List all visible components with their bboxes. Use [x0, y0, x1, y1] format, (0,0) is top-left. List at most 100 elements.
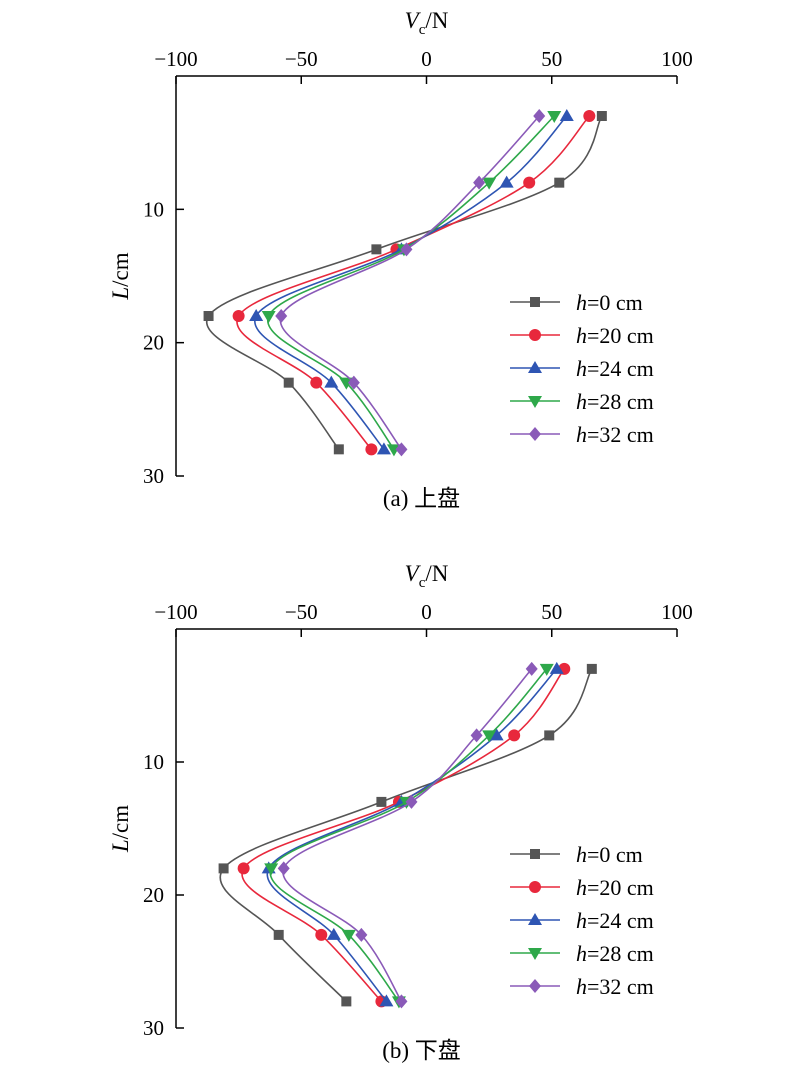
series-line: [282, 668, 533, 1002]
y-tick-label: 30: [143, 464, 164, 488]
y-axis-label: L/cm: [108, 252, 133, 300]
data-point: [341, 996, 352, 1007]
data-point: [379, 994, 394, 1007]
series-32cm: [277, 661, 538, 1009]
data-point: [547, 111, 562, 123]
data-point: [489, 728, 504, 741]
series-32cm: [275, 109, 546, 457]
data-point: [482, 177, 497, 190]
legend-marker: [528, 361, 542, 373]
legend: h=0 cm h=20 cm h=24 cm h=28 cm h=32 cm: [510, 842, 654, 999]
data-point: [218, 863, 229, 874]
data-point: [544, 730, 555, 741]
legend-label: h=24 cm: [576, 908, 654, 933]
data-point: [559, 109, 574, 121]
legend-marker: [529, 979, 541, 993]
chart-panel-2: −100 −50 0 50 100 10 20 30 Vc/N L/cm h=0 cm h=20 cm…: [108, 561, 693, 1063]
series-24cm: [261, 661, 564, 1007]
data-point: [324, 375, 339, 388]
legend-marker: [528, 913, 542, 925]
series-0cm: [203, 111, 607, 455]
panel-caption: (b) 下盘: [382, 1038, 461, 1063]
data-point: [482, 730, 497, 743]
data-point: [365, 443, 378, 456]
data-point: [596, 111, 607, 121]
x-tick-label: 50: [541, 47, 562, 71]
x-tick-label: 0: [421, 600, 432, 624]
data-point: [395, 994, 408, 1009]
series-line: [267, 115, 555, 450]
legend-label: h=20 cm: [576, 323, 654, 348]
data-point: [525, 661, 538, 676]
y-tick-label: 10: [143, 197, 164, 221]
data-point: [283, 377, 294, 388]
legend-marker: [530, 297, 540, 307]
series-20cm: [232, 110, 596, 456]
legend-label: h=0 cm: [576, 842, 643, 867]
x-tick-label: −50: [285, 47, 318, 71]
data-point: [341, 929, 356, 942]
data-point: [264, 863, 279, 876]
series-0cm: [218, 663, 597, 1007]
y-tick-label: 30: [143, 1016, 164, 1040]
series-line: [205, 115, 603, 450]
data-point: [470, 728, 483, 743]
data-point: [549, 661, 564, 674]
data-point: [499, 175, 514, 188]
legend-marker: [530, 849, 540, 859]
legend-label: h=20 cm: [576, 875, 654, 900]
data-point: [371, 244, 382, 255]
data-point: [237, 862, 250, 875]
x-axis-label: Vc/N: [405, 8, 449, 38]
legend-label: h=28 cm: [576, 941, 654, 966]
series-line: [253, 115, 568, 450]
data-point: [508, 729, 521, 742]
y-tick-label: 20: [143, 331, 164, 355]
legend-label: h=32 cm: [576, 974, 654, 999]
x-tick-label: 100: [661, 600, 693, 624]
data-point: [261, 311, 276, 323]
data-point: [523, 176, 536, 189]
legend-label: h=0 cm: [576, 290, 643, 315]
data-point: [554, 177, 565, 188]
x-tick-label: 0: [421, 47, 432, 71]
chart-panel-1: −100 −50 0 50 100 10 20 30 Vc/N L/cm h=0 cm h=20 cm…: [108, 8, 693, 511]
legend-label: h=32 cm: [576, 422, 654, 447]
data-point: [586, 663, 597, 674]
data-point: [583, 110, 596, 122]
data-point: [249, 309, 264, 321]
data-point: [310, 376, 323, 389]
data-point: [232, 310, 245, 322]
data-point: [347, 375, 360, 390]
x-axis-label: Vc/N: [405, 561, 449, 591]
legend-marker: [529, 427, 541, 441]
data-point: [376, 796, 387, 807]
x-tick-label: −100: [154, 47, 197, 71]
data-point: [376, 442, 391, 455]
x-tick-label: −50: [285, 600, 318, 624]
panel-caption: (a) 上盘: [383, 486, 460, 511]
data-point: [473, 175, 486, 190]
data-point: [533, 109, 546, 123]
y-tick-label: 10: [143, 750, 164, 774]
legend-marker: [528, 396, 542, 408]
data-point: [203, 311, 214, 321]
legend-marker: [529, 329, 541, 341]
legend-label: h=24 cm: [576, 356, 654, 381]
y-tick-label: 20: [143, 883, 164, 907]
data-point: [355, 927, 368, 942]
series-24cm: [249, 109, 574, 455]
data-point: [275, 309, 288, 323]
legend-marker: [528, 948, 542, 960]
legend: h=0 cm h=20 cm h=24 cm h=28 cm h=32 cm: [510, 290, 654, 447]
data-point: [273, 929, 284, 940]
data-point: [277, 861, 290, 876]
x-tick-label: −100: [154, 600, 197, 624]
y-axis-label: L/cm: [108, 805, 133, 853]
data-point: [395, 442, 408, 457]
x-tick-label: 50: [541, 600, 562, 624]
legend-marker: [529, 881, 541, 893]
data-point: [539, 663, 554, 676]
data-point: [400, 242, 413, 257]
